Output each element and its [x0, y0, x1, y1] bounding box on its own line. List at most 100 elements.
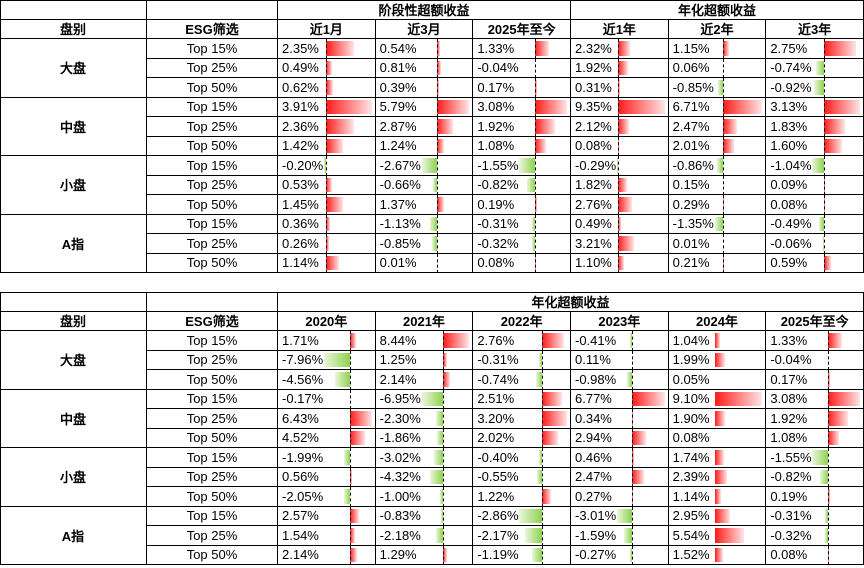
value-cell: 0.49%	[278, 58, 376, 78]
value-cell: -1.04%	[766, 156, 864, 176]
bar-axis	[541, 350, 543, 370]
data-bar	[618, 216, 621, 231]
bar-axis	[541, 331, 543, 350]
value-cell: 2.35%	[278, 39, 376, 59]
data-bar	[541, 430, 558, 445]
value-cell: -0.82%	[766, 467, 864, 487]
group-name: 大盘	[0, 331, 147, 390]
data-bar	[722, 138, 735, 153]
value-cell: 1.08%	[473, 136, 571, 156]
value-cell: 0.29%	[668, 195, 767, 215]
filter-name: Top 25%	[147, 526, 278, 546]
value-label: 6.43%	[282, 410, 319, 426]
value-cell: -0.27%	[571, 545, 669, 565]
value-cell: 0.01%	[375, 253, 474, 273]
value-label: 1.25%	[379, 352, 417, 368]
value-label: 1.33%	[477, 40, 515, 56]
data-bar	[717, 80, 723, 95]
bar-axis	[436, 97, 438, 117]
value-label: 1.52%	[672, 547, 710, 563]
value-cell: 1.14%	[278, 253, 376, 273]
bar-axis	[828, 409, 830, 428]
filter-name: Top 15%	[147, 97, 278, 117]
value-label: 2.32%	[575, 40, 612, 56]
value-label: 2.87%	[379, 118, 417, 134]
group-header: 盘别	[0, 19, 147, 39]
data-bar	[714, 450, 724, 465]
value-label: -2.30%	[379, 410, 421, 426]
data-bar	[532, 216, 536, 231]
value-label: -0.66%	[379, 177, 421, 193]
bar-axis	[618, 136, 620, 156]
value-cell: 1.90%	[668, 409, 767, 429]
value-cell: 0.54%	[375, 39, 474, 59]
data-bar	[618, 41, 630, 56]
data-bar	[343, 450, 351, 465]
data-bar	[440, 508, 444, 523]
bar-axis	[350, 428, 352, 448]
value-cell: -0.06%	[766, 234, 864, 254]
value-label: 4.52%	[282, 430, 319, 446]
value-cell: 2.76%	[473, 331, 571, 351]
value-label: 3.08%	[770, 391, 808, 407]
value-cell: 1.92%	[766, 409, 864, 429]
value-cell: 2.32%	[571, 39, 669, 59]
data-bar	[537, 469, 542, 484]
value-cell: 0.56%	[278, 467, 376, 487]
data-bar	[618, 119, 629, 134]
value-cell: -0.04%	[473, 58, 571, 78]
value-cell: 0.59%	[766, 253, 864, 273]
value-label: 1.14%	[282, 255, 319, 271]
value-cell: 0.01%	[668, 234, 767, 254]
column-header: 2021年	[375, 311, 474, 331]
value-label: 2.75%	[770, 40, 808, 56]
value-label: -0.83%	[379, 508, 421, 524]
bar-axis	[436, 78, 438, 97]
data-bar	[631, 450, 634, 465]
value-label: -0.32%	[477, 235, 519, 251]
value-label: -0.86%	[672, 157, 714, 173]
value-label: 0.29%	[672, 196, 710, 212]
value-cell: 0.36%	[278, 214, 376, 234]
value-cell: 0.08%	[766, 195, 864, 215]
value-cell: -0.55%	[473, 467, 571, 487]
value-label: 0.49%	[282, 60, 319, 76]
value-label: 1.24%	[379, 138, 417, 154]
value-label: -0.29%	[575, 157, 617, 173]
value-cell: 0.15%	[668, 175, 767, 195]
bar-axis	[350, 448, 352, 467]
value-cell: 1.14%	[668, 487, 767, 507]
bar-axis	[436, 58, 438, 78]
value-label: 9.35%	[575, 99, 612, 115]
column-group-title: 阶段性超额收益	[278, 0, 571, 20]
data-bar	[714, 333, 720, 348]
bar-axis	[631, 448, 633, 467]
value-cell: -6.95%	[375, 389, 474, 409]
value-label: 1.92%	[477, 118, 515, 134]
bar-axis	[541, 487, 543, 506]
data-bar	[531, 236, 536, 251]
bar-axis	[618, 78, 620, 97]
data-bar	[440, 489, 444, 504]
data-bar	[421, 391, 444, 406]
header-blank	[147, 0, 278, 20]
value-label: 1.42%	[282, 138, 319, 154]
value-label: 0.81%	[379, 60, 417, 76]
data-bar	[519, 508, 542, 523]
data-bar	[714, 216, 723, 231]
value-label: -1.59%	[575, 527, 617, 543]
bar-axis	[436, 214, 438, 234]
value-cell: 2.14%	[278, 545, 376, 565]
filter-name: Top 25%	[147, 467, 278, 487]
value-label: -0.49%	[770, 216, 812, 232]
value-label: -0.31%	[477, 216, 519, 232]
value-cell: -3.01%	[571, 506, 669, 526]
bar-axis	[618, 214, 620, 234]
filter-name: Top 50%	[147, 545, 278, 565]
bar-axis	[436, 39, 438, 58]
filter-name: Top 15%	[147, 389, 278, 409]
bar-axis	[535, 195, 537, 214]
value-label: 0.05%	[672, 371, 710, 387]
data-bar	[539, 352, 542, 367]
value-cell: 3.08%	[473, 97, 571, 117]
